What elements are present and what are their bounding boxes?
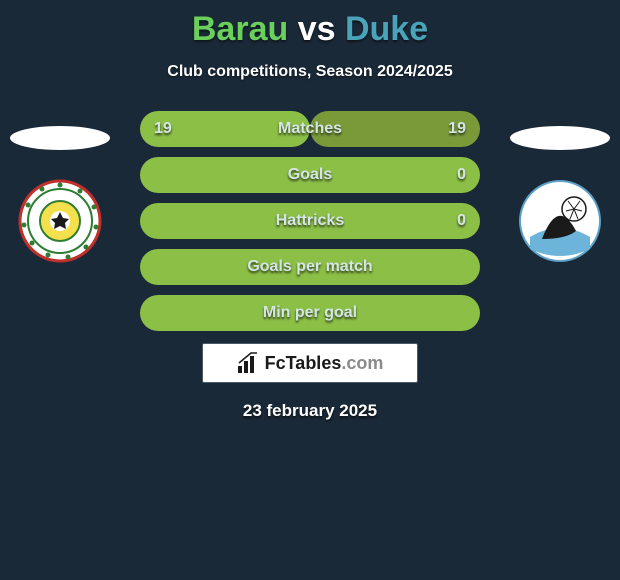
subtitle: Club competitions, Season 2024/2025	[0, 63, 620, 81]
stat-row: Goals0	[140, 157, 480, 193]
stat-bar-full	[140, 295, 480, 331]
club-badge-right	[510, 178, 610, 264]
stat-row: Goals per match	[140, 249, 480, 285]
title-vs: vs	[298, 10, 336, 48]
logo-brand: FcTables	[265, 353, 342, 373]
title-player1: Barau	[192, 10, 288, 48]
stat-row: Hattricks0	[140, 203, 480, 239]
stat-bar-full	[140, 157, 480, 193]
stat-row: Matches1919	[140, 111, 480, 147]
bars-icon	[237, 352, 259, 374]
side-ellipse-left	[10, 126, 110, 150]
site-logo-text: FcTables.com	[265, 353, 384, 374]
site-logo: FcTables.com	[202, 343, 418, 383]
side-ellipse-right	[510, 126, 610, 150]
stat-bar-full	[140, 203, 480, 239]
page-title: Barau vs Duke	[0, 0, 620, 49]
stat-bar-full	[140, 249, 480, 285]
compare-date: 23 february 2025	[0, 401, 620, 421]
club-badge-left	[10, 178, 110, 264]
stat-bar-left	[140, 111, 310, 147]
stat-row: Min per goal	[140, 295, 480, 331]
logo-suffix: .com	[341, 353, 383, 373]
title-player2: Duke	[345, 10, 428, 48]
stat-bar-right	[310, 111, 480, 147]
